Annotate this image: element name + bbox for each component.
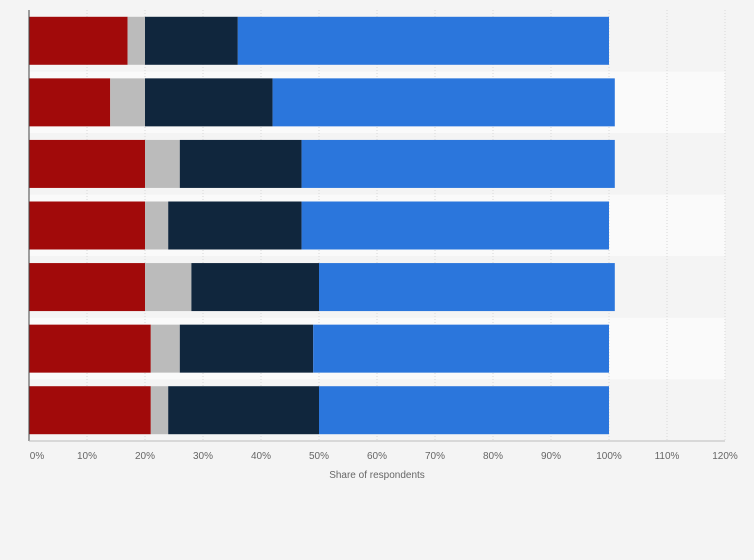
bar-segment-series-1 bbox=[29, 263, 145, 312]
bar-segment-series-2 bbox=[145, 201, 169, 250]
x-tick-label: 80% bbox=[483, 451, 503, 462]
x-tick-label: 100% bbox=[596, 451, 622, 462]
bar-segment-series-1 bbox=[29, 139, 145, 188]
bar-segment-series-2 bbox=[145, 139, 180, 188]
x-tick-label: 30% bbox=[193, 451, 213, 462]
x-tick-label: 70% bbox=[425, 451, 445, 462]
x-tick-label: 110% bbox=[655, 451, 680, 462]
bar-segment-series-1 bbox=[29, 201, 145, 250]
x-tick-label: 60% bbox=[367, 451, 387, 462]
x-tick-label: 40% bbox=[251, 451, 271, 462]
x-tick-label: 0% bbox=[30, 451, 45, 462]
bar-segment-series-3 bbox=[168, 386, 319, 435]
x-tick-label: 10% bbox=[77, 451, 97, 462]
bar-segment-series-1 bbox=[29, 324, 151, 373]
bar-segment-series-2 bbox=[110, 78, 145, 127]
bar-segment-series-2 bbox=[150, 324, 180, 373]
x-axis-title: Share of respondents bbox=[329, 470, 425, 481]
bars bbox=[29, 16, 615, 435]
bar-segment-series-4 bbox=[319, 263, 615, 312]
x-tick-label: 90% bbox=[541, 451, 561, 462]
bar-segment-series-2 bbox=[150, 386, 169, 435]
bar-segment-series-1 bbox=[29, 386, 151, 435]
bar-segment-series-3 bbox=[179, 324, 314, 373]
bar-segment-series-2 bbox=[145, 263, 192, 312]
bar-segment-series-4 bbox=[272, 78, 615, 127]
x-tick-label: 20% bbox=[135, 451, 155, 462]
x-tick-label: 50% bbox=[309, 451, 329, 462]
bar-segment-series-3 bbox=[145, 78, 273, 127]
bar-segment-series-4 bbox=[237, 16, 610, 65]
bar-segment-series-4 bbox=[301, 201, 609, 250]
bar-segment-series-4 bbox=[319, 386, 609, 435]
bar-segment-series-3 bbox=[145, 16, 238, 65]
x-axis bbox=[28, 10, 725, 442]
x-tick-label: 120% bbox=[712, 451, 738, 462]
bar-segment-series-2 bbox=[127, 16, 145, 65]
bar-segment-series-1 bbox=[29, 16, 128, 65]
bar-segment-series-3 bbox=[168, 201, 302, 250]
bar-segment-series-1 bbox=[29, 78, 111, 127]
bar-segment-series-3 bbox=[191, 263, 319, 312]
x-tick-labels: 0% 10% 20% 30% 40% 50% 60% 70% 80% 90% 100% 110% 120… bbox=[30, 451, 738, 462]
bar-segment-series-4 bbox=[301, 139, 615, 188]
bar-segment-series-4 bbox=[313, 324, 609, 373]
bar-segment-series-3 bbox=[179, 139, 302, 188]
